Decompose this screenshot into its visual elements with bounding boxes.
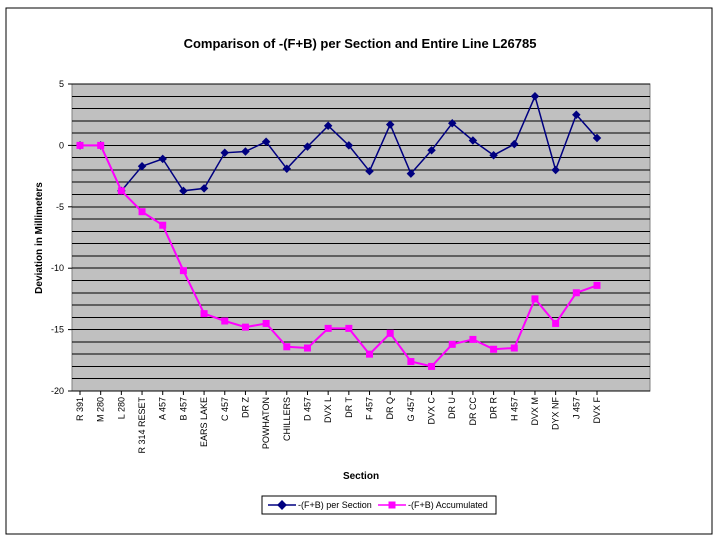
x-tick-label: D 457 xyxy=(302,397,312,421)
x-tick-label: A 457 xyxy=(158,397,168,420)
x-tick-label: DVX C xyxy=(427,397,437,425)
data-point-series-2 xyxy=(283,343,291,351)
x-tick-label: DR T xyxy=(344,397,354,418)
data-point-series-2 xyxy=(221,317,229,325)
legend-label-series-2: -(F+B) Accumulated xyxy=(408,500,488,510)
x-tick-label: POWHATON xyxy=(261,397,271,449)
data-point-series-1 xyxy=(406,169,416,178)
y-tick-label: -20 xyxy=(51,386,64,396)
y-tick-label: 5 xyxy=(59,79,64,89)
x-tick-label: G 457 xyxy=(406,397,416,422)
data-point-series-1 xyxy=(282,164,292,173)
data-point-series-2 xyxy=(448,340,456,348)
data-point-series-1 xyxy=(303,142,312,151)
data-point-series-1 xyxy=(447,119,457,128)
data-point-series-1 xyxy=(365,166,374,176)
x-tick-label: DVX M xyxy=(530,397,540,426)
x-tick-label: DR CC xyxy=(468,397,478,426)
legend-marker-series-1 xyxy=(277,500,287,510)
data-point-series-2 xyxy=(552,319,560,327)
x-tick-label: DVX F xyxy=(592,397,602,424)
legend-label-series-1: -(F+B) per Section xyxy=(298,500,372,510)
data-point-series-2 xyxy=(76,141,84,149)
data-point-series-2 xyxy=(303,344,311,352)
data-point-series-1 xyxy=(241,147,250,156)
data-point-series-2 xyxy=(510,344,518,352)
x-tick-label: H 457 xyxy=(509,397,519,421)
x-tick-label: DR Q xyxy=(385,397,395,420)
x-tick-label: B 457 xyxy=(178,397,188,421)
data-point-series-2 xyxy=(428,362,436,370)
data-point-series-2 xyxy=(469,335,477,343)
data-point-series-2 xyxy=(593,281,601,289)
data-point-series-1 xyxy=(344,141,354,150)
x-tick-label: R 391 xyxy=(75,397,85,421)
data-point-series-2 xyxy=(407,358,415,366)
data-point-series-2 xyxy=(572,289,580,297)
data-point-series-2 xyxy=(531,295,539,303)
data-point-series-2 xyxy=(386,329,394,337)
x-tick-label: CHILLERS xyxy=(282,397,292,441)
data-point-series-2 xyxy=(490,345,498,353)
data-point-series-1 xyxy=(137,162,147,171)
series-line-1 xyxy=(80,94,598,193)
legend: -(F+B) per Section -(F+B) Accumulated xyxy=(261,495,497,515)
data-point-series-2 xyxy=(138,208,146,216)
x-tick-label: R 314 RESET xyxy=(137,397,147,454)
data-point-series-2 xyxy=(200,310,208,318)
y-tick-label: -15 xyxy=(51,325,64,335)
data-point-series-1 xyxy=(510,139,519,149)
y-tick-label: -10 xyxy=(51,263,64,273)
data-point-series-1 xyxy=(385,120,395,129)
x-tick-label: L 280 xyxy=(116,397,126,419)
data-point-series-2 xyxy=(345,324,353,332)
x-tick-label: DR U xyxy=(447,397,457,419)
x-tick-label: DYX NF xyxy=(551,397,561,431)
data-point-series-2 xyxy=(262,319,270,327)
x-axis-ticks: R 391 M 280 L 280 R 314 RESET A 457 B 457 EARS… xyxy=(75,391,602,454)
x-tick-label: DR Z xyxy=(240,397,250,418)
x-tick-label: DR R xyxy=(489,397,499,419)
data-point-series-1 xyxy=(179,186,188,196)
y-axis-ticks: 5 0 -5 -10 -15 -20 xyxy=(51,79,72,396)
data-point-series-1 xyxy=(158,154,167,164)
data-point-series-2 xyxy=(179,267,187,275)
x-tick-label: M 280 xyxy=(96,397,106,422)
data-point-series-2 xyxy=(366,350,374,358)
x-axis-label: Section xyxy=(343,471,379,482)
data-point-series-2 xyxy=(324,324,332,332)
data-point-series-1 xyxy=(220,148,230,158)
legend-marker-series-2 xyxy=(388,501,396,509)
data-point-series-1 xyxy=(199,184,209,193)
data-point-series-2 xyxy=(159,221,167,229)
x-tick-label: DVX L xyxy=(323,397,333,423)
data-point-series-1 xyxy=(427,146,436,155)
data-point-series-1 xyxy=(261,137,271,146)
y-tick-label: 0 xyxy=(59,140,64,150)
x-tick-label: J 457 xyxy=(571,397,581,419)
chart-title: Comparison of -(F+B) per Section and Ent… xyxy=(184,36,537,51)
gridlines xyxy=(72,83,650,392)
data-point-series-2 xyxy=(241,323,249,331)
x-tick-label: C 457 xyxy=(220,397,230,421)
y-tick-label: -5 xyxy=(56,202,64,212)
data-point-series-1 xyxy=(323,121,333,130)
data-point-series-1 xyxy=(468,136,478,145)
x-tick-label: F 457 xyxy=(365,397,375,420)
data-point-series-2 xyxy=(117,187,125,195)
data-point-series-2 xyxy=(97,141,105,149)
x-tick-label: EARS LAKE xyxy=(199,397,209,447)
data-point-series-1 xyxy=(489,150,498,160)
y-axis-label: Deviation in Millimeters xyxy=(34,182,45,294)
